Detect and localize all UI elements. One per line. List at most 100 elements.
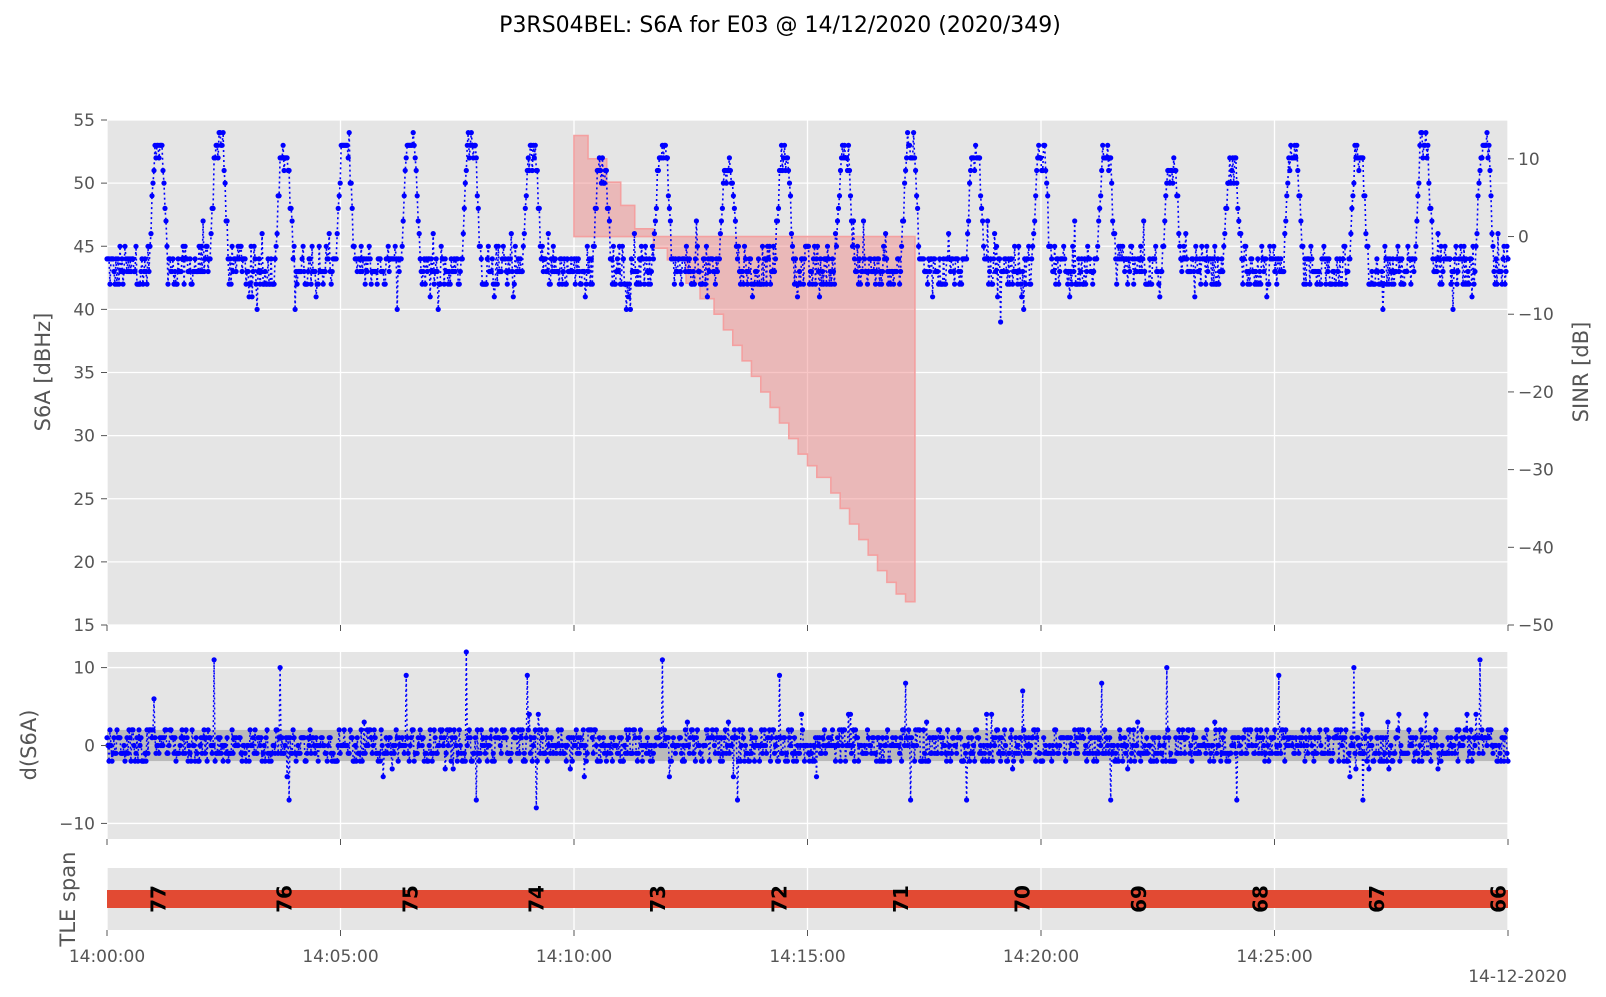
s6a-point bbox=[315, 281, 321, 287]
s6a-point bbox=[1468, 256, 1474, 262]
ds6a-point bbox=[949, 750, 955, 756]
ds6a-point bbox=[1162, 735, 1168, 741]
ds6a-point bbox=[548, 735, 554, 741]
ds6a-point bbox=[542, 750, 548, 756]
ds6a-point bbox=[937, 727, 943, 733]
s6a-point bbox=[1298, 218, 1304, 224]
ds6a-point bbox=[493, 727, 499, 733]
ds6a-point bbox=[744, 750, 751, 756]
ds6a-point bbox=[1366, 766, 1372, 772]
s6a-point bbox=[1498, 268, 1504, 275]
s6a-point bbox=[610, 243, 617, 249]
ds6a-point bbox=[456, 727, 462, 733]
s6a-point bbox=[382, 281, 388, 287]
s6a-point bbox=[1062, 256, 1068, 262]
s6a-point bbox=[1100, 142, 1106, 148]
y2-tick-label: −20 bbox=[1518, 383, 1554, 403]
ds6a-point bbox=[535, 711, 541, 717]
ds6a-point bbox=[1415, 750, 1421, 756]
ds6a-point bbox=[725, 719, 732, 725]
s6a-point bbox=[800, 281, 807, 287]
ds6a-point bbox=[1016, 750, 1022, 756]
s6a-point bbox=[1051, 268, 1057, 275]
ds6a-point bbox=[453, 742, 459, 749]
s6a-point bbox=[111, 268, 117, 275]
s6a-point bbox=[861, 256, 868, 262]
s6a-point bbox=[399, 243, 405, 249]
s6a-point bbox=[1202, 256, 1208, 262]
s6a-point bbox=[608, 256, 615, 262]
s6a-point bbox=[1246, 268, 1252, 275]
ds6a-point bbox=[590, 750, 596, 756]
ds6a-point bbox=[1428, 758, 1434, 764]
s6a-point bbox=[433, 256, 439, 262]
s6a-point bbox=[1284, 193, 1290, 199]
s6a-point bbox=[792, 256, 799, 262]
ds6a-point bbox=[539, 735, 545, 741]
sinr-fill bbox=[573, 134, 916, 603]
ds6a-point bbox=[1083, 742, 1089, 749]
ds6a-point bbox=[827, 735, 834, 741]
s6a-point bbox=[1349, 205, 1355, 211]
ds6a-point bbox=[781, 735, 788, 741]
s6a-point bbox=[274, 231, 280, 237]
ds6a-point bbox=[999, 735, 1005, 741]
ds6a-point bbox=[507, 758, 513, 764]
s6a-point bbox=[981, 243, 987, 249]
s6a-point bbox=[1484, 130, 1490, 136]
s6a-point bbox=[641, 281, 648, 287]
s6a-point bbox=[1494, 281, 1500, 287]
ds6a-point bbox=[165, 750, 171, 756]
s6a-point bbox=[474, 193, 480, 199]
ds6a-point bbox=[1040, 758, 1046, 764]
s6a-point bbox=[509, 268, 515, 275]
ds6a-point bbox=[626, 727, 633, 733]
date-label: 14-12-2020 bbox=[1468, 967, 1567, 987]
s6a-point bbox=[693, 218, 700, 224]
s6a-point bbox=[472, 142, 478, 148]
s6a-point bbox=[364, 268, 370, 275]
ds6a-point bbox=[201, 727, 207, 733]
s6a-point bbox=[172, 268, 178, 275]
ds6a-point bbox=[137, 742, 143, 749]
ds6a-point bbox=[713, 727, 720, 733]
s6a-point bbox=[392, 243, 398, 249]
ds6a-point bbox=[1187, 750, 1193, 756]
s6a-point bbox=[1177, 243, 1183, 249]
ds6a-point bbox=[1466, 735, 1472, 741]
s6a-point bbox=[1247, 281, 1253, 287]
y2-tick-label: −30 bbox=[1518, 461, 1554, 481]
ds6a-point bbox=[1193, 735, 1199, 741]
ds6a-point bbox=[1264, 727, 1270, 733]
s6a-point bbox=[813, 256, 820, 262]
s6a-point bbox=[911, 130, 917, 136]
ds6a-point bbox=[312, 750, 318, 756]
ds6a-point bbox=[516, 750, 522, 756]
ds6a-point bbox=[696, 742, 703, 749]
s6a-point bbox=[1495, 231, 1501, 237]
s6a-point bbox=[1221, 243, 1227, 249]
s6a-point bbox=[1171, 155, 1177, 161]
s6a-point bbox=[309, 243, 315, 249]
s6a-point bbox=[539, 243, 545, 249]
ds6a-point bbox=[1241, 735, 1247, 741]
ds6a-point bbox=[851, 758, 858, 764]
ds6a-point bbox=[1435, 766, 1441, 772]
s6a-point bbox=[1294, 142, 1300, 148]
s6a-point bbox=[1416, 180, 1422, 186]
ds6a-point bbox=[393, 727, 399, 733]
s6a-point bbox=[1023, 281, 1029, 287]
ds6a-point bbox=[488, 727, 494, 733]
ds6a-point bbox=[330, 750, 336, 756]
s6a-point bbox=[593, 205, 599, 211]
ds6a-point bbox=[1115, 742, 1121, 749]
ds6a-point bbox=[543, 727, 549, 733]
ds6a-point bbox=[478, 727, 484, 733]
ds6a-point bbox=[372, 735, 378, 741]
y-tick-label: 30 bbox=[73, 427, 95, 447]
s6a-point bbox=[653, 205, 660, 211]
ds6a-point bbox=[771, 750, 778, 756]
ds6a-point bbox=[988, 742, 994, 749]
s6a-point bbox=[1176, 231, 1182, 237]
s6a-point bbox=[202, 256, 208, 262]
